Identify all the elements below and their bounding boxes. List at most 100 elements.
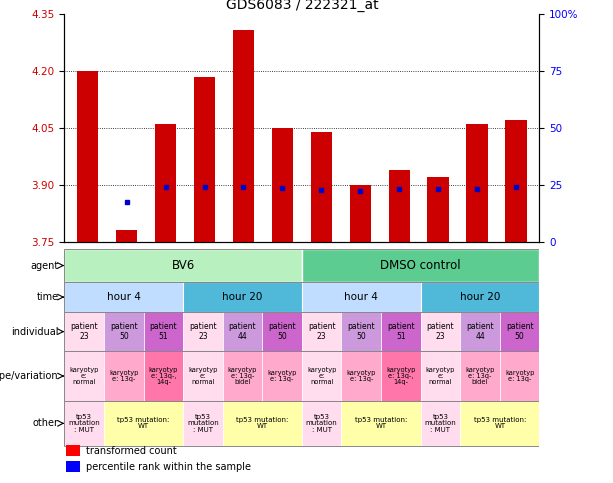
Bar [66,445,80,456]
Text: tp53 mutation:
WT: tp53 mutation: WT [355,417,407,429]
Bar [381,351,421,401]
Bar [421,401,460,446]
Bar [64,249,302,282]
Bar [64,249,539,282]
Text: BV6: BV6 [172,259,195,272]
Bar [64,401,104,446]
Bar [104,312,143,351]
Bar [64,401,539,446]
Bar [341,351,381,401]
Text: patient
44: patient 44 [466,322,494,341]
Bar [223,312,262,351]
Text: patient
23: patient 23 [427,322,454,341]
Bar [349,185,371,242]
Bar [341,312,381,351]
Bar [64,312,104,351]
Bar [500,312,539,351]
Text: patient
23: patient 23 [308,322,335,341]
Text: DMSO control: DMSO control [380,259,461,272]
Bar [381,312,421,351]
Text: tp53
mutation
: MUT: tp53 mutation : MUT [68,414,100,433]
Text: patient
50: patient 50 [348,322,375,341]
Bar [116,230,137,242]
Text: karyotyp
e: 13q-
bidel: karyotyp e: 13q- bidel [465,367,495,385]
Bar [143,351,183,401]
Bar [64,282,183,312]
Bar [466,124,488,242]
Bar [262,312,302,351]
Bar [460,351,500,401]
Text: tp53
mutation
: MUT: tp53 mutation : MUT [187,414,219,433]
Bar [505,120,527,242]
Bar [223,351,262,401]
Bar [262,351,302,401]
Bar [155,124,177,242]
Text: tp53 mutation:
WT: tp53 mutation: WT [474,417,526,429]
Bar [104,401,183,446]
Bar [460,312,500,351]
Bar [233,29,254,242]
Text: karyotyp
e:
normal: karyotyp e: normal [69,367,99,385]
Text: patient
23: patient 23 [70,322,98,341]
Bar [64,282,539,312]
Bar [64,312,539,351]
Text: hour 20: hour 20 [223,292,263,302]
Text: karyotyp
e: 13q-: karyotyp e: 13q- [505,370,535,382]
Bar [194,77,215,241]
Bar [302,249,539,282]
Bar [183,351,223,401]
Text: tp53
mutation
: MUT: tp53 mutation : MUT [306,414,338,433]
Bar [183,282,302,312]
Text: tp53 mutation:
WT: tp53 mutation: WT [117,417,170,429]
Text: percentile rank within the sample: percentile rank within the sample [86,462,251,472]
Text: karyotyp
e: 13q-: karyotyp e: 13q- [267,370,297,382]
Bar [421,351,460,401]
Text: karyotyp
e:
normal: karyotyp e: normal [307,367,337,385]
Bar [302,351,341,401]
Bar [421,312,460,351]
Text: karyotyp
e: 13q-
bidel: karyotyp e: 13q- bidel [228,367,257,385]
Text: patient
50: patient 50 [268,322,296,341]
Text: karyotyp
e:
normal: karyotyp e: normal [188,367,218,385]
Text: patient
50: patient 50 [110,322,137,341]
Bar [64,351,539,401]
Bar [223,401,302,446]
Bar [143,312,183,351]
Text: tp53
mutation
: MUT: tp53 mutation : MUT [425,414,456,433]
Bar [64,351,104,401]
Text: karyotyp
e:
normal: karyotyp e: normal [426,367,455,385]
Text: hour 4: hour 4 [345,292,378,302]
Text: patient
50: patient 50 [506,322,533,341]
Text: time: time [36,292,58,302]
Bar [460,401,539,446]
Text: hour 4: hour 4 [107,292,141,302]
Bar [421,282,539,312]
Bar [183,312,223,351]
Bar [302,312,341,351]
Bar [427,177,449,242]
Bar [302,282,421,312]
Text: transformed count: transformed count [86,446,177,455]
Text: other: other [32,418,58,428]
Bar [77,71,99,242]
Bar [500,351,539,401]
Text: agent: agent [30,260,58,270]
Text: karyotyp
e: 13q-,
14q-: karyotyp e: 13q-, 14q- [148,367,178,385]
Text: karyotyp
e: 13q-: karyotyp e: 13q- [109,370,139,382]
Title: GDS6083 / 222321_at: GDS6083 / 222321_at [226,0,378,12]
Text: patient
23: patient 23 [189,322,217,341]
Text: karyotyp
e: 13q-: karyotyp e: 13q- [346,370,376,382]
Bar [66,461,80,472]
Bar [104,351,143,401]
Bar [183,401,223,446]
Text: genotype/variation: genotype/variation [0,371,58,381]
Bar [311,132,332,242]
Text: individual: individual [11,327,58,337]
Text: patient
51: patient 51 [150,322,177,341]
Text: hour 20: hour 20 [460,292,500,302]
Bar [302,401,341,446]
Text: karyotyp
e: 13q-,
14q-: karyotyp e: 13q-, 14q- [386,367,416,385]
Text: patient
51: patient 51 [387,322,414,341]
Bar [389,170,410,242]
Text: tp53 mutation:
WT: tp53 mutation: WT [236,417,289,429]
